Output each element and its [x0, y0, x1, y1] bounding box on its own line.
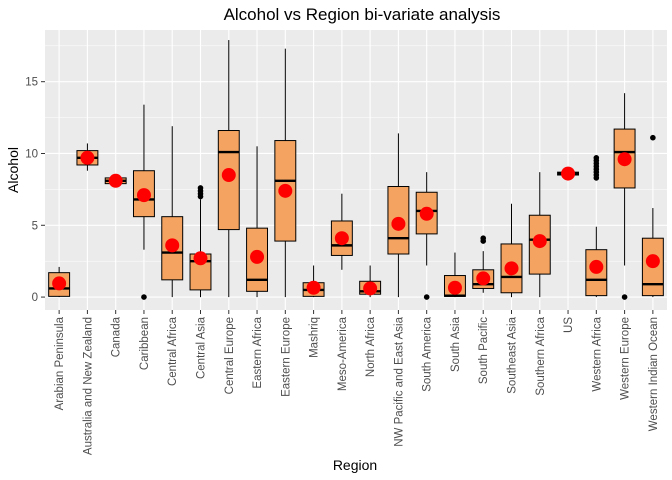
mean-point	[419, 206, 434, 221]
box-canada	[104, 173, 127, 188]
box-nw-pacific-and-east-asia	[387, 133, 410, 298]
box-western-europe	[613, 93, 636, 300]
mean-point	[52, 276, 67, 291]
x-tick-label: Central Asia	[196, 316, 208, 379]
mean-point	[136, 188, 151, 203]
box-arabian-peninsula	[48, 266, 71, 298]
outlier-point	[621, 294, 628, 300]
mean-point	[334, 231, 349, 246]
mean-point	[80, 150, 95, 165]
box-caribbean	[132, 104, 155, 300]
mean-point	[447, 280, 462, 295]
box-us	[557, 166, 580, 181]
mean-point	[306, 280, 321, 295]
x-tick-label: Canada	[111, 316, 123, 357]
y-tick-label: 15	[25, 77, 38, 89]
x-tick-label: Southeast Asia	[507, 316, 519, 393]
mean-point	[193, 251, 208, 266]
box-meso-america	[330, 193, 353, 270]
boxes-layer	[48, 40, 664, 300]
x-tick-label: US	[563, 317, 575, 333]
mean-point	[504, 261, 519, 276]
x-tick-label: Meso-America	[337, 316, 349, 391]
outlier-point	[197, 185, 204, 191]
x-tick-label: South America	[422, 316, 434, 391]
outlier-point	[480, 235, 487, 242]
box-central-asia	[189, 185, 212, 298]
x-tick-label: Western Indian Ocean	[648, 317, 660, 431]
box-eastern-africa	[246, 146, 269, 298]
outlier-point	[593, 154, 600, 161]
mean-point	[221, 168, 236, 183]
x-axis-title: Region	[333, 457, 377, 473]
mean-point	[645, 254, 660, 269]
x-tick-label: Western Europe	[620, 317, 632, 400]
x-tick-label: NW Pacific and East Asia	[393, 316, 405, 446]
mean-point	[561, 166, 576, 181]
box-australia-and-new-zealand	[76, 143, 99, 171]
x-tick-label: Eastern Africa	[252, 316, 264, 388]
mean-point	[476, 271, 491, 286]
x-tick-label: South Pacific	[478, 317, 490, 384]
x-tick-label: Mashriq	[309, 317, 321, 358]
box-western-africa	[585, 154, 608, 298]
x-tick-label: Central Europe	[224, 317, 236, 394]
y-axis: 0 5 10 15	[25, 77, 45, 304]
x-axis: Arabian Peninsula Australia and New Zeala…	[54, 310, 660, 455]
box-central-africa	[161, 126, 184, 298]
y-tick-label: 5	[32, 220, 38, 232]
x-tick-label: Caribbean	[139, 317, 151, 370]
y-tick-label: 10	[25, 148, 38, 160]
mean-point	[589, 259, 604, 274]
mean-point	[165, 238, 180, 253]
mean-point	[363, 281, 378, 296]
box-mashriq	[302, 265, 325, 298]
box-north-africa	[359, 265, 382, 298]
mean-point	[108, 173, 123, 188]
box-south-asia	[443, 252, 466, 298]
outlier-point	[650, 134, 656, 141]
mean-point	[278, 183, 293, 198]
x-tick-label: Eastern Europe	[280, 317, 292, 397]
mean-point	[617, 152, 632, 167]
x-tick-label: Australia and New Zealand	[82, 317, 94, 455]
x-tick-label: Arabian Peninsula	[54, 316, 66, 410]
box-southern-africa	[528, 172, 551, 298]
outlier-point	[141, 294, 147, 300]
mean-point	[391, 216, 406, 231]
y-axis-title: Alcohol	[5, 147, 21, 193]
box-south-america	[415, 172, 438, 300]
x-tick-label: Southern Africa	[535, 316, 547, 395]
outlier-point	[423, 294, 430, 300]
box-southeast-asia	[500, 203, 523, 298]
x-tick-label: Western Africa	[591, 316, 603, 391]
box-western-indian-ocean	[641, 134, 664, 298]
box-central-europe	[217, 40, 240, 298]
mean-point	[250, 249, 265, 264]
chart-title: Alcohol vs Region bi-variate analysis	[224, 5, 501, 24]
x-tick-label: Central Africa	[167, 316, 179, 386]
box-eastern-europe	[274, 48, 297, 298]
mean-point	[532, 234, 547, 249]
box-south-pacific	[472, 235, 495, 293]
y-tick-label: 0	[32, 292, 38, 304]
x-tick-label: South Asia	[450, 316, 462, 372]
x-tick-label: North Africa	[365, 316, 377, 377]
